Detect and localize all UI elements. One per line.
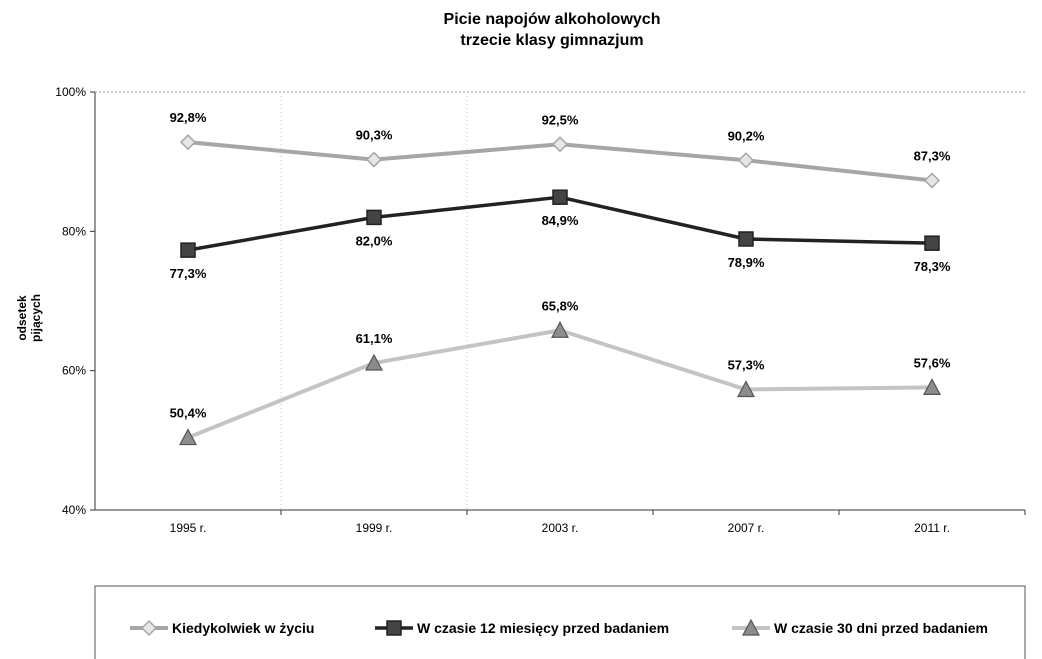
series-line — [187, 328, 933, 440]
series-3: 50,4% 61,1% 65,8% 57,3% 57,6% — [170, 298, 951, 446]
y-tick-label: 40% — [62, 503, 86, 517]
data-label: 84,9% — [542, 213, 579, 228]
data-point — [738, 231, 754, 247]
y-tick-label: 100% — [55, 85, 86, 99]
data-point — [179, 428, 197, 446]
data-point — [552, 189, 568, 205]
data-point — [365, 151, 383, 168]
data-label: 78,3% — [914, 259, 951, 274]
data-label: 78,9% — [728, 255, 765, 270]
plot-area: 40% 60% 80% 100% 1995 r. 1999 r. 2003 r. 2007 r… — [55, 85, 1026, 535]
x-tick-label: 1995 r. — [170, 521, 207, 535]
data-point — [924, 235, 940, 251]
data-point — [923, 172, 941, 189]
data-label: 90,2% — [728, 128, 765, 143]
legend: Kiedykolwiek w życiu W czasie 12 miesięcy… — [94, 585, 1026, 659]
data-label: 90,3% — [356, 128, 393, 143]
data-label: 57,6% — [914, 355, 951, 370]
legend-box — [94, 585, 1026, 659]
legend-item-3: W czasie 30 dni przed badaniem — [732, 618, 988, 636]
chart-subtitle: trzecie klasy gimnazjum — [460, 32, 643, 49]
data-point — [737, 152, 755, 169]
data-label: 92,8% — [170, 110, 207, 125]
x-tick-label: 2007 r. — [728, 521, 765, 535]
legend-swatch-marker — [742, 618, 760, 636]
y-axis-label-line-2: pijących — [29, 294, 43, 342]
data-label: 57,3% — [728, 357, 765, 372]
legend-swatch-marker — [140, 619, 158, 637]
data-point — [180, 242, 196, 258]
data-point — [366, 209, 382, 226]
y-axis-label: odsetek pijących — [15, 294, 43, 342]
data-point — [179, 134, 197, 151]
legend-label: W czasie 12 miesięcy przed badaniem — [417, 620, 669, 636]
y-tick-label: 60% — [62, 364, 86, 378]
x-tick-label: 2011 r. — [914, 521, 950, 535]
x-tick-label: 2003 r. — [542, 521, 579, 535]
data-label: 92,5% — [542, 112, 579, 127]
data-point — [551, 136, 569, 153]
legend-label: W czasie 30 dni przed badaniem — [774, 620, 988, 636]
data-label: 87,3% — [914, 148, 951, 163]
data-label: 50,4% — [170, 406, 207, 421]
data-label: 82,0% — [356, 233, 393, 248]
data-label: 61,1% — [356, 331, 393, 346]
legend-item-1: Kiedykolwiek w życiu — [130, 619, 314, 637]
legend-item-2: W czasie 12 miesięcy przed badaniem — [375, 620, 669, 636]
y-tick-label: 80% — [62, 224, 86, 238]
legend-swatch-marker — [386, 620, 402, 636]
series-1: 92,8% 90,3% 92,5% 90,2% 87,3% — [170, 110, 951, 189]
data-point — [551, 320, 569, 338]
x-tick-label: 1999 r. — [356, 521, 393, 535]
y-axis-label-line-1: odsetek — [15, 295, 29, 341]
data-label: 65,8% — [542, 298, 579, 313]
data-point — [923, 378, 941, 395]
data-point — [737, 380, 755, 398]
legend-label: Kiedykolwiek w życiu — [172, 620, 314, 636]
data-label: 77,3% — [170, 266, 207, 281]
data-point — [365, 353, 383, 371]
series-2: 77,3% 82,0% 84,9% 78,9% 78,3% — [170, 189, 951, 281]
chart-title: Picie napojów alkoholowych — [444, 11, 661, 28]
